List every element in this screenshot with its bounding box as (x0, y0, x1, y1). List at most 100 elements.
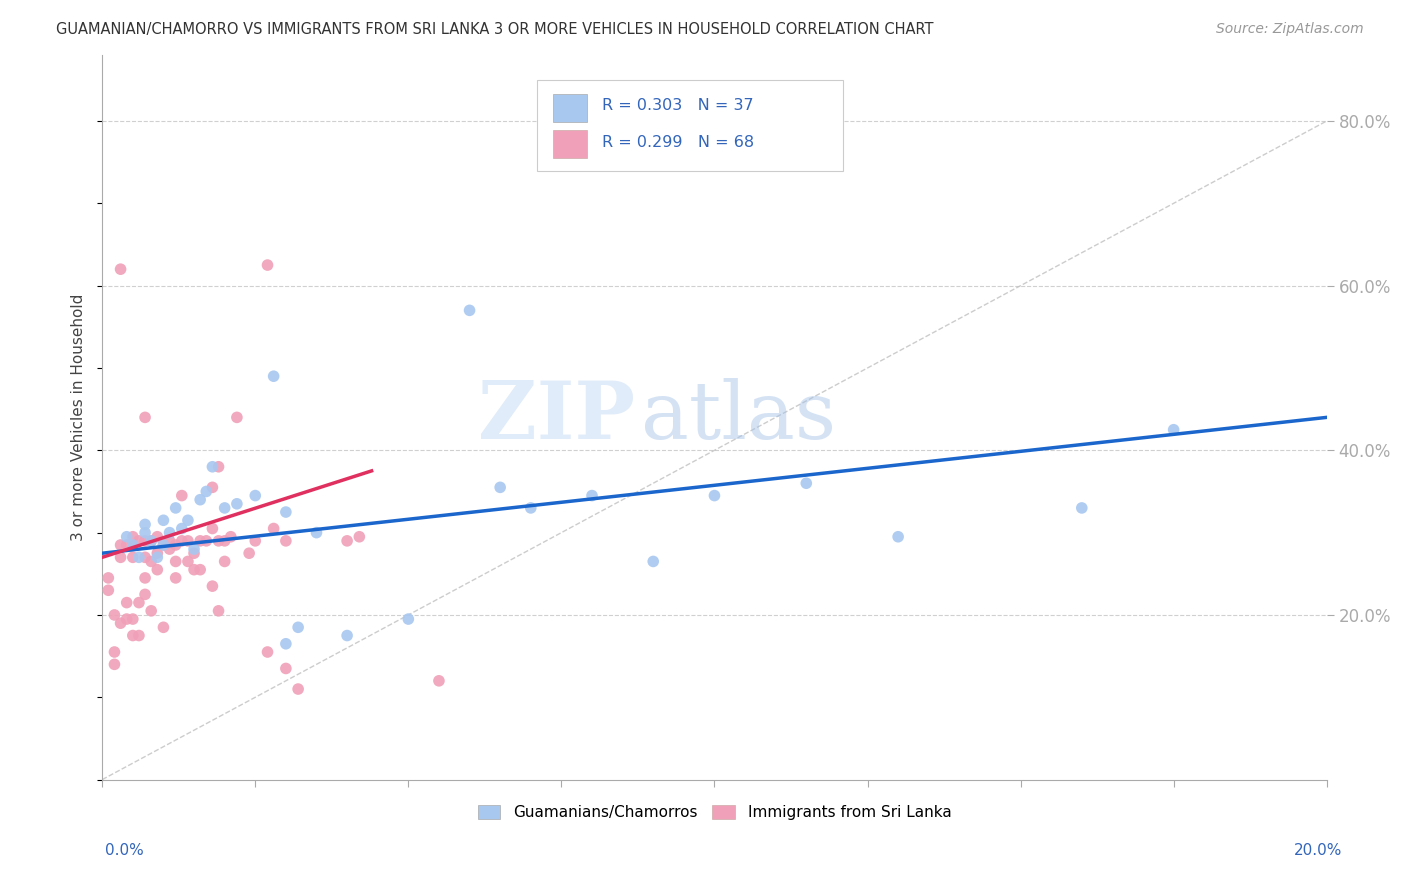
Point (225, 410, 247, 425)
Point (183, 563, 205, 577)
Point (256, 645, 278, 659)
Point (349, 530, 371, 544)
Point (396, 612, 419, 626)
Point (110, 550, 132, 565)
Point (887, 530, 910, 544)
Point (458, 303, 481, 318)
Point (287, 620, 309, 634)
Point (201, 480, 224, 494)
Point (165, 554, 187, 568)
Text: atlas: atlas (641, 378, 837, 457)
Point (159, 525, 181, 540)
Point (115, 596, 138, 610)
Point (177, 533, 200, 548)
Point (134, 410, 156, 425)
Point (152, 620, 174, 634)
Point (146, 546, 169, 560)
Point (152, 538, 174, 552)
Point (121, 530, 143, 544)
FancyBboxPatch shape (553, 130, 588, 158)
Point (121, 628, 143, 642)
Point (128, 533, 150, 548)
Point (188, 563, 211, 577)
FancyBboxPatch shape (553, 95, 588, 122)
Point (110, 616, 132, 631)
Point (110, 262, 132, 277)
Point (263, 522, 285, 536)
Point (146, 530, 169, 544)
Point (183, 546, 205, 560)
Point (183, 542, 205, 557)
Point (110, 538, 132, 552)
Point (134, 525, 156, 540)
Point (134, 587, 156, 601)
Point (520, 500, 543, 515)
Point (274, 505, 297, 519)
Point (287, 681, 309, 696)
Point (274, 533, 297, 548)
Text: ZIP: ZIP (478, 378, 636, 457)
Y-axis label: 3 or more Vehicles in Household: 3 or more Vehicles in Household (72, 293, 86, 541)
Point (141, 554, 163, 568)
Text: 20.0%: 20.0% (1295, 843, 1343, 858)
Point (97, 571, 120, 585)
Point (134, 517, 156, 532)
Point (170, 489, 193, 503)
Point (225, 497, 247, 511)
Point (159, 542, 181, 557)
Point (103, 607, 125, 622)
Point (214, 554, 236, 568)
Point (146, 550, 169, 565)
Point (1163, 423, 1185, 437)
Point (128, 628, 150, 642)
Point (121, 538, 143, 552)
Point (245, 533, 267, 548)
Point (207, 459, 229, 474)
Point (188, 533, 211, 548)
Point (238, 546, 260, 560)
Text: R = 0.303   N = 37: R = 0.303 N = 37 (602, 98, 754, 113)
Point (207, 533, 229, 548)
Point (794, 476, 817, 491)
Point (128, 550, 150, 565)
Point (201, 579, 224, 593)
Point (263, 369, 285, 384)
Point (97, 583, 120, 598)
Point (128, 596, 150, 610)
Point (152, 513, 174, 527)
Point (207, 604, 229, 618)
Point (103, 657, 125, 672)
Point (274, 637, 297, 651)
Point (427, 673, 450, 688)
Point (134, 533, 156, 548)
Point (195, 484, 218, 499)
Point (195, 533, 218, 548)
Point (141, 533, 163, 548)
Point (177, 513, 200, 527)
Point (170, 522, 193, 536)
Point (115, 530, 138, 544)
Point (165, 538, 187, 552)
Point (115, 538, 138, 552)
Point (121, 538, 143, 552)
Point (188, 492, 211, 507)
Text: GUAMANIAN/CHAMORRO VS IMMIGRANTS FROM SRI LANKA 3 OR MORE VEHICLES IN HOUSEHOLD : GUAMANIAN/CHAMORRO VS IMMIGRANTS FROM SR… (56, 22, 934, 37)
Text: 0.0%: 0.0% (105, 843, 145, 858)
Point (121, 612, 143, 626)
Point (159, 533, 181, 548)
Point (219, 530, 242, 544)
Point (121, 550, 143, 565)
Point (141, 604, 163, 618)
Point (214, 533, 236, 548)
Point (256, 258, 278, 272)
Point (336, 533, 359, 548)
Point (152, 538, 174, 552)
Point (115, 612, 138, 626)
Point (214, 500, 236, 515)
FancyBboxPatch shape (537, 80, 844, 171)
Point (581, 489, 603, 503)
Point (165, 571, 187, 585)
Point (141, 533, 163, 548)
Point (170, 533, 193, 548)
Point (134, 550, 156, 565)
